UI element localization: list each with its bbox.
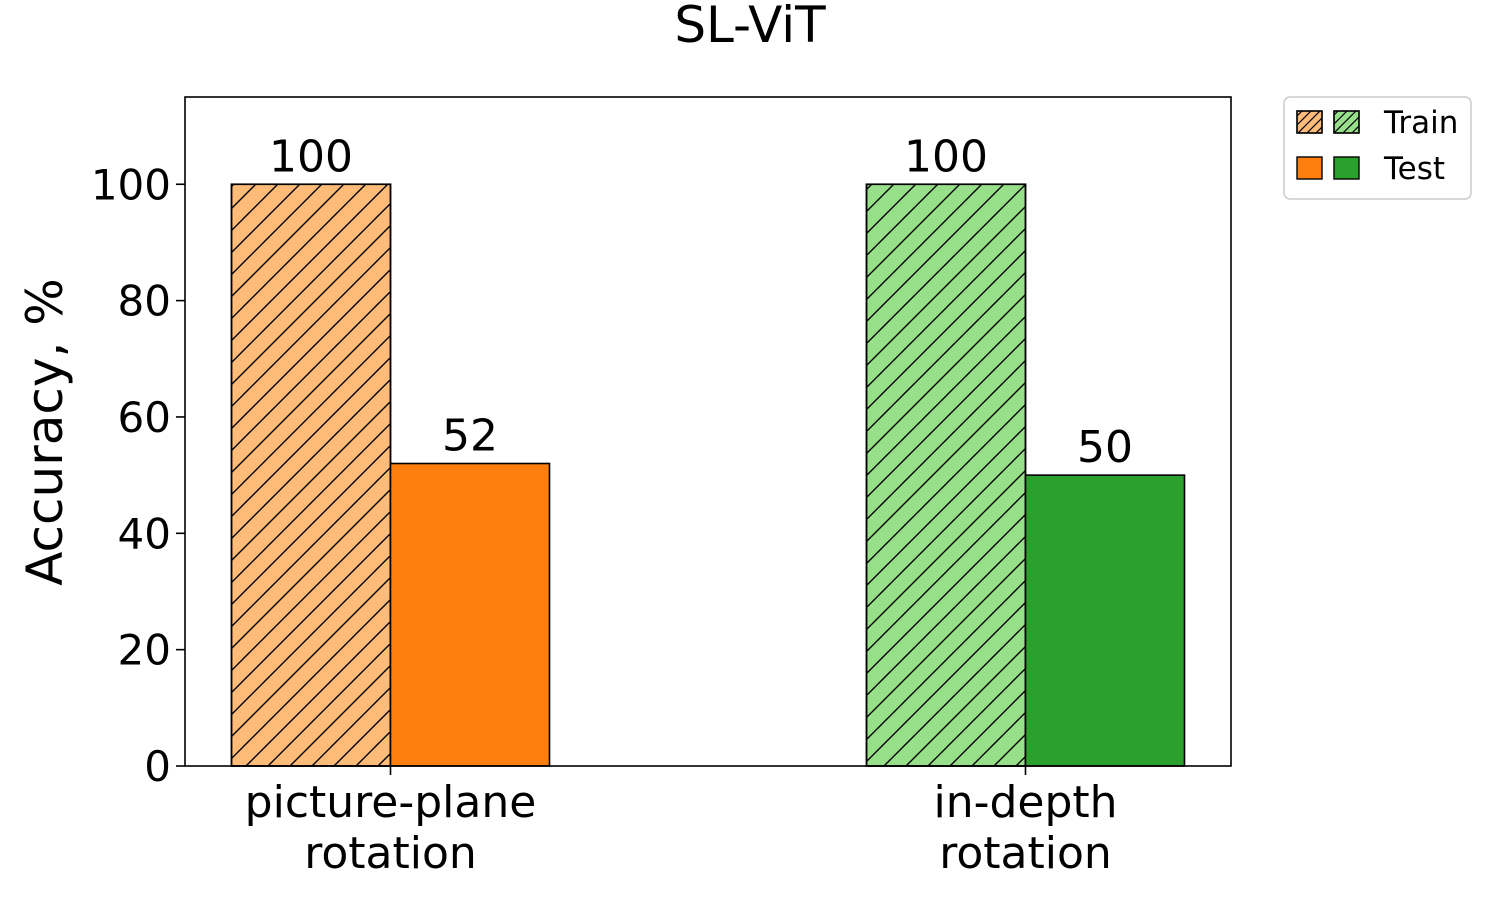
bar-value-label: 50 [1077,422,1133,473]
bar-hatch [230,183,392,767]
legend-swatch-hatch [1333,110,1360,134]
y-tick-label: 20 [118,626,171,675]
plot-frame [184,96,1232,767]
y-tick-label: 60 [118,393,171,442]
legend-swatch-hatch [1296,110,1323,134]
x-tick-label: rotation [304,828,477,879]
bar-value-label: 100 [269,131,353,182]
legend-label: Train [1383,105,1458,141]
bar-value-label: 100 [904,131,988,182]
legend-frame [1283,96,1472,200]
y-tick-label: 80 [118,277,171,326]
y-tick-label: 0 [144,742,171,791]
x-tick-label: in-depth [933,777,1117,828]
y-tick-label: 40 [118,509,171,558]
bars-layer: 100 52 100 50 [230,131,1186,767]
x-tick-label: picture-plane [245,777,537,828]
y-axis-label: Accuracy, % [16,278,74,586]
bar-test [1024,474,1186,767]
legend-swatch [1296,156,1323,180]
legend-label: Test [1383,151,1445,187]
legend-swatch [1333,156,1360,180]
bar-value-label: 52 [442,410,498,461]
legend: Train Test [1283,96,1472,200]
bar-test [389,462,551,767]
x-tick-label: rotation [939,828,1112,879]
y-axis-ticks: 0 20 40 60 80 100 [91,160,185,791]
bar-hatch [865,183,1027,767]
y-tick-label: 100 [91,160,171,209]
chart-title: SL-ViT [674,0,826,54]
